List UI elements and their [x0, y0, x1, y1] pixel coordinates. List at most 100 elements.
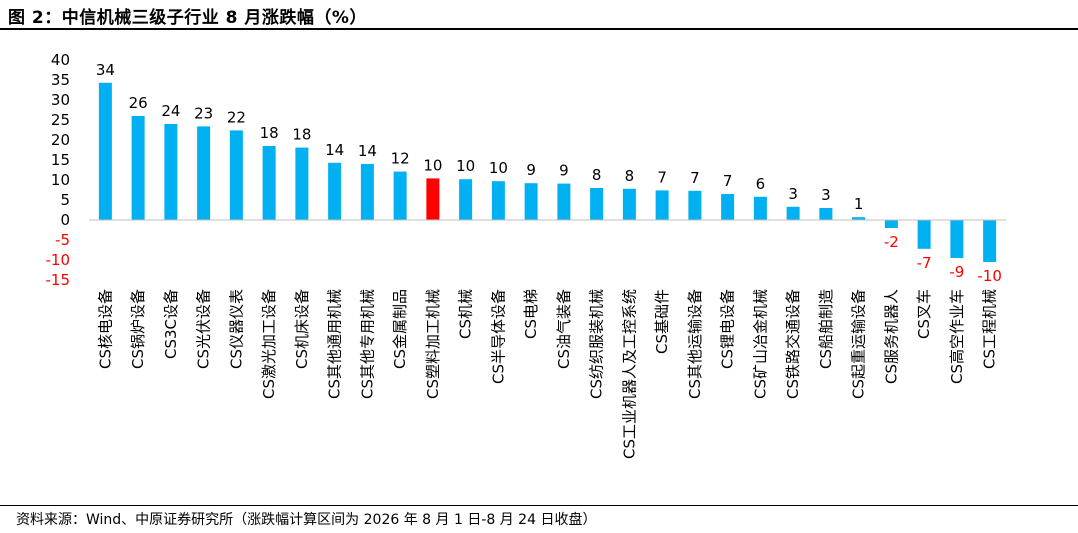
bars: [98, 82, 997, 262]
x-category-label: CS光伏设备: [195, 289, 213, 369]
bar: [328, 162, 342, 220]
bar: [262, 146, 276, 220]
data-label: 7: [723, 172, 733, 190]
data-label: 3: [788, 185, 798, 203]
data-label: 10: [489, 159, 508, 177]
x-category-label: CS纺织服装机械: [588, 289, 606, 399]
y-tick-label: 0: [60, 211, 70, 229]
x-axis-labels: CS核电设备 CS锅炉设备 CS3C设备 CS光伏设备 CS仪器仪表 CS激光加工设备 CS…: [96, 289, 998, 459]
x-category-label: CS锅炉设备: [129, 289, 147, 369]
x-category-label: CS叉车: [915, 289, 933, 339]
bar: [131, 116, 145, 220]
bar: [426, 178, 440, 220]
y-tick-label: 25: [51, 111, 70, 129]
data-label: 24: [161, 102, 180, 120]
data-label: -9: [949, 263, 964, 281]
data-label: 18: [292, 126, 311, 144]
data-label: 9: [526, 161, 536, 179]
x-category-label: CS铁路交通设备: [784, 289, 802, 399]
x-category-label: CS3C设备: [162, 289, 180, 359]
data-label: 7: [690, 169, 700, 187]
y-tick-label: 30: [51, 91, 70, 109]
data-label: 3: [821, 186, 831, 204]
y-tick-label: -5: [55, 231, 70, 249]
figure-title: 图 2：中信机械三级子行业 8 月涨跌幅（%）: [8, 8, 367, 28]
bar: [491, 181, 505, 220]
x-category-label: CS高空作业车: [948, 289, 966, 384]
data-label: -7: [917, 254, 932, 272]
data-label: 23: [194, 104, 213, 122]
y-tick-label: 40: [51, 51, 70, 69]
bar: [622, 188, 636, 220]
source-note: 资料来源：Wind、中原证券研究所（涨跌幅计算区间为 2026 年 8 月 1 …: [16, 512, 597, 528]
bar: [197, 126, 211, 220]
data-label: -10: [977, 267, 1002, 285]
top-rule: [0, 28, 1078, 30]
data-label: 14: [358, 142, 377, 160]
data-label: 12: [391, 150, 410, 168]
x-category-label: CS船舶制造: [817, 289, 835, 369]
data-label: 22: [227, 108, 246, 126]
data-label: 14: [325, 141, 344, 159]
bar: [884, 220, 898, 228]
x-category-label: CS半导体设备: [489, 289, 507, 384]
data-label: 1: [854, 195, 864, 213]
y-axis: 40 35 30 25 20 15 10 5 0 -5 -10 -15: [46, 51, 71, 289]
x-category-label: CS电梯: [522, 289, 540, 339]
x-category-label: CS机床设备: [293, 289, 311, 369]
data-label: 26: [129, 94, 148, 112]
data-label: 6: [756, 175, 766, 193]
x-category-label: CS其他运输设备: [686, 289, 704, 399]
bar: [557, 183, 571, 220]
x-category-label: CS其他专用机械: [358, 289, 376, 399]
bar: [295, 147, 309, 220]
x-category-label: CS矿山冶金机械: [751, 289, 769, 399]
x-category-label: CS激光加工设备: [260, 289, 278, 399]
data-label: 10: [423, 156, 442, 174]
bar: [753, 196, 767, 220]
data-label: 8: [625, 167, 635, 185]
data-label: 10: [456, 157, 475, 175]
y-tick-label: 35: [51, 71, 70, 89]
y-tick-label: 5: [60, 191, 70, 209]
bar: [229, 130, 243, 220]
x-category-label: CS工程机械: [981, 289, 999, 369]
x-category-label: CS其他通用机械: [326, 289, 344, 399]
bar: [917, 220, 931, 249]
data-label: 18: [260, 124, 279, 142]
bar: [98, 82, 112, 220]
x-category-label: CS起重运输设备: [850, 289, 868, 399]
y-tick-label: 20: [51, 131, 70, 149]
bar: [688, 190, 702, 220]
y-tick-label: -15: [46, 271, 71, 289]
bar: [786, 206, 800, 220]
data-label: 9: [559, 162, 569, 180]
y-tick-label: -10: [46, 251, 71, 269]
bar: [819, 208, 833, 220]
bar: [983, 220, 997, 262]
y-tick-label: 10: [51, 171, 70, 189]
bar: [721, 194, 735, 220]
data-label: 7: [657, 168, 667, 186]
bar: [950, 220, 964, 258]
x-category-label: CS基础件: [653, 289, 671, 354]
x-category-label: CS服务机器人: [882, 289, 900, 384]
bar: [524, 183, 538, 220]
x-category-label: CS核电设备: [96, 289, 114, 369]
bar: [459, 179, 473, 220]
bar: [655, 190, 669, 220]
bar: [590, 188, 604, 220]
bar: [360, 164, 374, 220]
x-category-label: CS工业机器人及工控系统: [620, 289, 638, 459]
x-category-label: CS机械: [457, 289, 475, 339]
y-tick-label: 15: [51, 151, 70, 169]
x-category-label: CS金属制品: [391, 289, 409, 369]
x-category-label: CS锂电设备: [719, 289, 737, 369]
bar: [852, 217, 866, 220]
data-label: -2: [884, 233, 899, 251]
bar: [164, 124, 178, 220]
x-category-label: CS塑料加工机械: [424, 289, 442, 399]
data-label: 34: [96, 61, 115, 79]
